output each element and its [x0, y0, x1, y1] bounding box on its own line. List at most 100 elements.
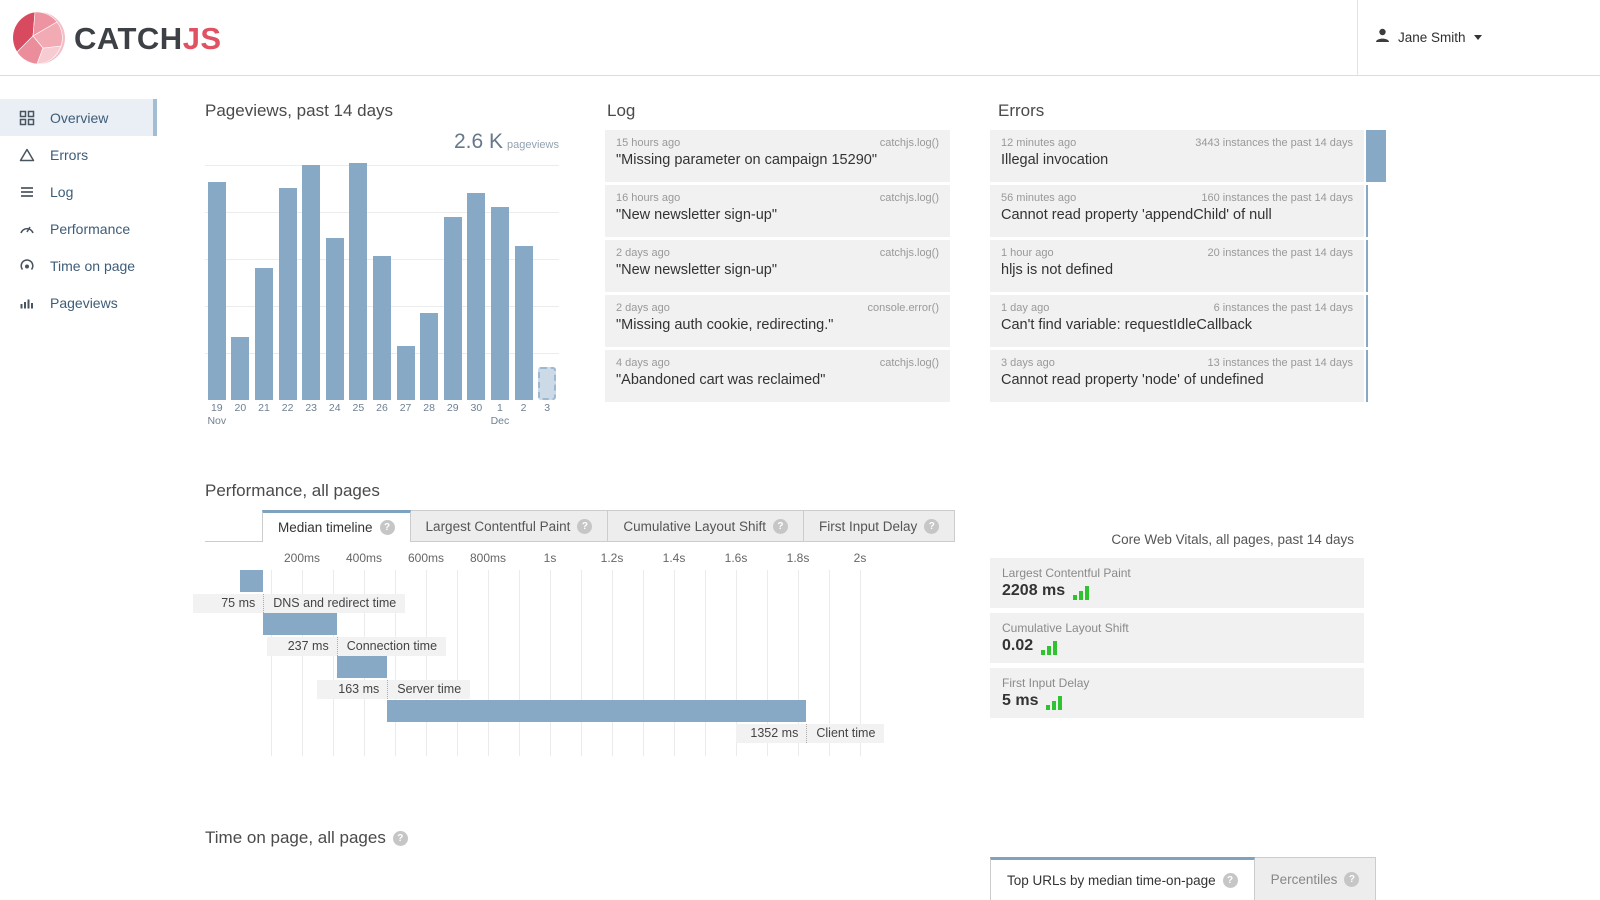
error-entry[interactable]: 1 day ago 6 instances the past 14 days Can…	[990, 295, 1364, 347]
error-entry-instances: 20 instances the past 14 days	[1207, 247, 1353, 259]
sidebar-item-overview[interactable]: Overview	[0, 99, 157, 136]
sidebar-item-time-on-page[interactable]: Time on page	[0, 247, 157, 284]
log-entry-source: catchjs.log()	[879, 247, 939, 259]
pageviews-bar	[372, 256, 391, 400]
tab-label: Median timeline	[278, 520, 373, 535]
tab-percentiles[interactable]: Percentiles	[1254, 857, 1377, 900]
x-axis-day-label: 30	[470, 402, 483, 414]
tab-top-urls-by-median-time-on-page[interactable]: Top URLs by median time-on-page	[990, 857, 1255, 900]
log-section-title: Log	[607, 101, 636, 120]
tab-median-timeline[interactable]: Median timeline	[262, 510, 411, 542]
gridline	[550, 570, 551, 756]
error-instances-bar	[1366, 240, 1368, 292]
sidebar-item-pageviews[interactable]: Pageviews	[0, 284, 157, 321]
x-axis-cell: 25	[347, 402, 371, 427]
log-entry[interactable]: 2 days ago console.error() "Missing auth c…	[605, 295, 950, 347]
tab-label: Largest Contentful Paint	[425, 518, 571, 534]
log-entry[interactable]: 16 hours ago catchjs.log() "New newsletter…	[605, 185, 950, 237]
sidebar-item-errors[interactable]: Errors	[0, 136, 157, 173]
sidebar-nav: Overview Errors Log Performance Time on page…	[0, 76, 157, 321]
tab-label: Percentiles	[1270, 871, 1338, 887]
x-axis-day-label: 26	[376, 402, 388, 414]
metric-value: 5 ms	[1002, 692, 1039, 709]
error-entry[interactable]: 56 minutes ago 160 instances the past 14 …	[990, 185, 1364, 237]
waterfall-value-label: 163 ms	[317, 680, 388, 699]
x-axis-day-label: 3	[544, 402, 551, 414]
signal-bars-icon	[1046, 696, 1064, 710]
x-axis-day-label: 20	[234, 402, 247, 414]
error-entry-message: Can't find variable: requestIdleCallback	[1001, 317, 1253, 333]
catchjs-logo-icon	[12, 11, 65, 65]
tab-label: Top URLs by median time-on-page	[1007, 872, 1216, 888]
sidebar-item-label: Performance	[50, 220, 131, 237]
sidebar-item-label: Log	[50, 183, 74, 200]
sidebar-item-performance[interactable]: Performance	[0, 210, 157, 247]
error-entry[interactable]: 12 minutes ago 3443 instances the past 14…	[990, 130, 1364, 182]
gridline	[488, 570, 489, 756]
pageviews-section-title: Pageviews, past 14 days	[205, 101, 394, 120]
sidebar-item-label: Pageviews	[50, 294, 118, 311]
axis-tick-label: 1s	[543, 551, 557, 565]
performance-axis: 200ms 400ms 600ms 800ms 1s 1.2s 1.4s 1.6s 1.8s 2s	[240, 551, 900, 566]
error-entry-instances: 13 instances the past 14 days	[1207, 357, 1353, 369]
app-header: CATCHJS Jane Smith	[0, 0, 1600, 76]
error-instances-bar	[1366, 350, 1368, 402]
gridline	[798, 570, 799, 756]
core-web-vitals-title: Core Web Vitals, all pages, past 14 days	[1111, 532, 1354, 547]
overview-grid-icon	[19, 110, 35, 126]
help-icon[interactable]	[1344, 871, 1360, 887]
pageviews-bar-partial	[538, 367, 557, 400]
axis-tick-label: 2s	[853, 551, 867, 565]
x-axis-cell: 24	[323, 402, 347, 427]
x-axis-day-label: 22	[281, 402, 294, 414]
log-entry[interactable]: 4 days ago catchjs.log() "Abandoned cart w…	[605, 350, 950, 402]
waterfall-bar-dns-and-redirect-time	[240, 570, 264, 592]
log-entry[interactable]: 15 hours ago catchjs.log() "Missing parame…	[605, 130, 950, 182]
user-icon	[1375, 28, 1390, 48]
error-entry[interactable]: 3 days ago 13 instances the past 14 days C…	[990, 350, 1364, 402]
pageviews-bar	[254, 268, 273, 400]
error-entry-instances: 3443 instances the past 14 days	[1195, 137, 1353, 149]
gridline	[457, 570, 458, 756]
gridline	[271, 570, 272, 756]
x-axis-cell: 21	[252, 402, 276, 427]
x-axis-cell: 20	[229, 402, 253, 427]
help-icon[interactable]	[772, 518, 788, 534]
x-axis-month-label: Nov	[207, 415, 227, 427]
time-on-page-icon	[19, 258, 35, 274]
waterfall-bar-connection-time	[263, 613, 337, 635]
pageviews-bar	[420, 313, 439, 400]
waterfall-value-label: 75 ms	[193, 594, 264, 613]
axis-tick-label: 1.8s	[786, 551, 810, 565]
waterfall-value-label: 1352 ms	[736, 724, 807, 743]
sidebar-item-label: Time on page	[50, 257, 136, 274]
pageviews-bar	[396, 346, 415, 400]
sidebar-item-log[interactable]: Log	[0, 173, 157, 210]
performance-gauge-icon	[19, 221, 35, 237]
gridline	[860, 570, 861, 756]
help-icon[interactable]	[392, 830, 408, 846]
log-entry-message: "New newsletter sign-up"	[616, 207, 778, 223]
brand-wordmark: CATCHJS	[74, 21, 222, 57]
error-entry[interactable]: 1 hour ago 20 instances the past 14 days h…	[990, 240, 1364, 292]
gridline	[643, 570, 644, 756]
waterfall-bar-client-time	[387, 700, 807, 722]
help-icon[interactable]	[379, 520, 395, 535]
user-menu[interactable]: Jane Smith	[1357, 0, 1600, 75]
axis-tick-label: 400ms	[345, 551, 383, 565]
gridline	[426, 570, 427, 756]
help-icon[interactable]	[1222, 872, 1238, 888]
help-icon[interactable]	[924, 518, 940, 534]
error-entry-message: Cannot read property 'node' of undefined	[1001, 372, 1264, 388]
pageviews-bar	[325, 238, 344, 400]
errors-list: 12 minutes ago 3443 instances the past 14…	[990, 130, 1364, 405]
x-axis-day-label: 27	[399, 402, 412, 414]
log-entry[interactable]: 2 days ago catchjs.log() "New newsletter s…	[605, 240, 950, 292]
help-icon[interactable]	[577, 518, 593, 534]
tab-cumulative-layout-shift[interactable]: Cumulative Layout Shift	[608, 510, 804, 542]
pageviews-bar	[349, 163, 368, 400]
tab-first-input-delay[interactable]: First Input Delay	[803, 510, 956, 542]
brand-js: JS	[182, 21, 222, 56]
axis-tick-label: 800ms	[469, 551, 507, 565]
tab-largest-contentful-paint[interactable]: Largest Contentful Paint	[410, 510, 609, 542]
